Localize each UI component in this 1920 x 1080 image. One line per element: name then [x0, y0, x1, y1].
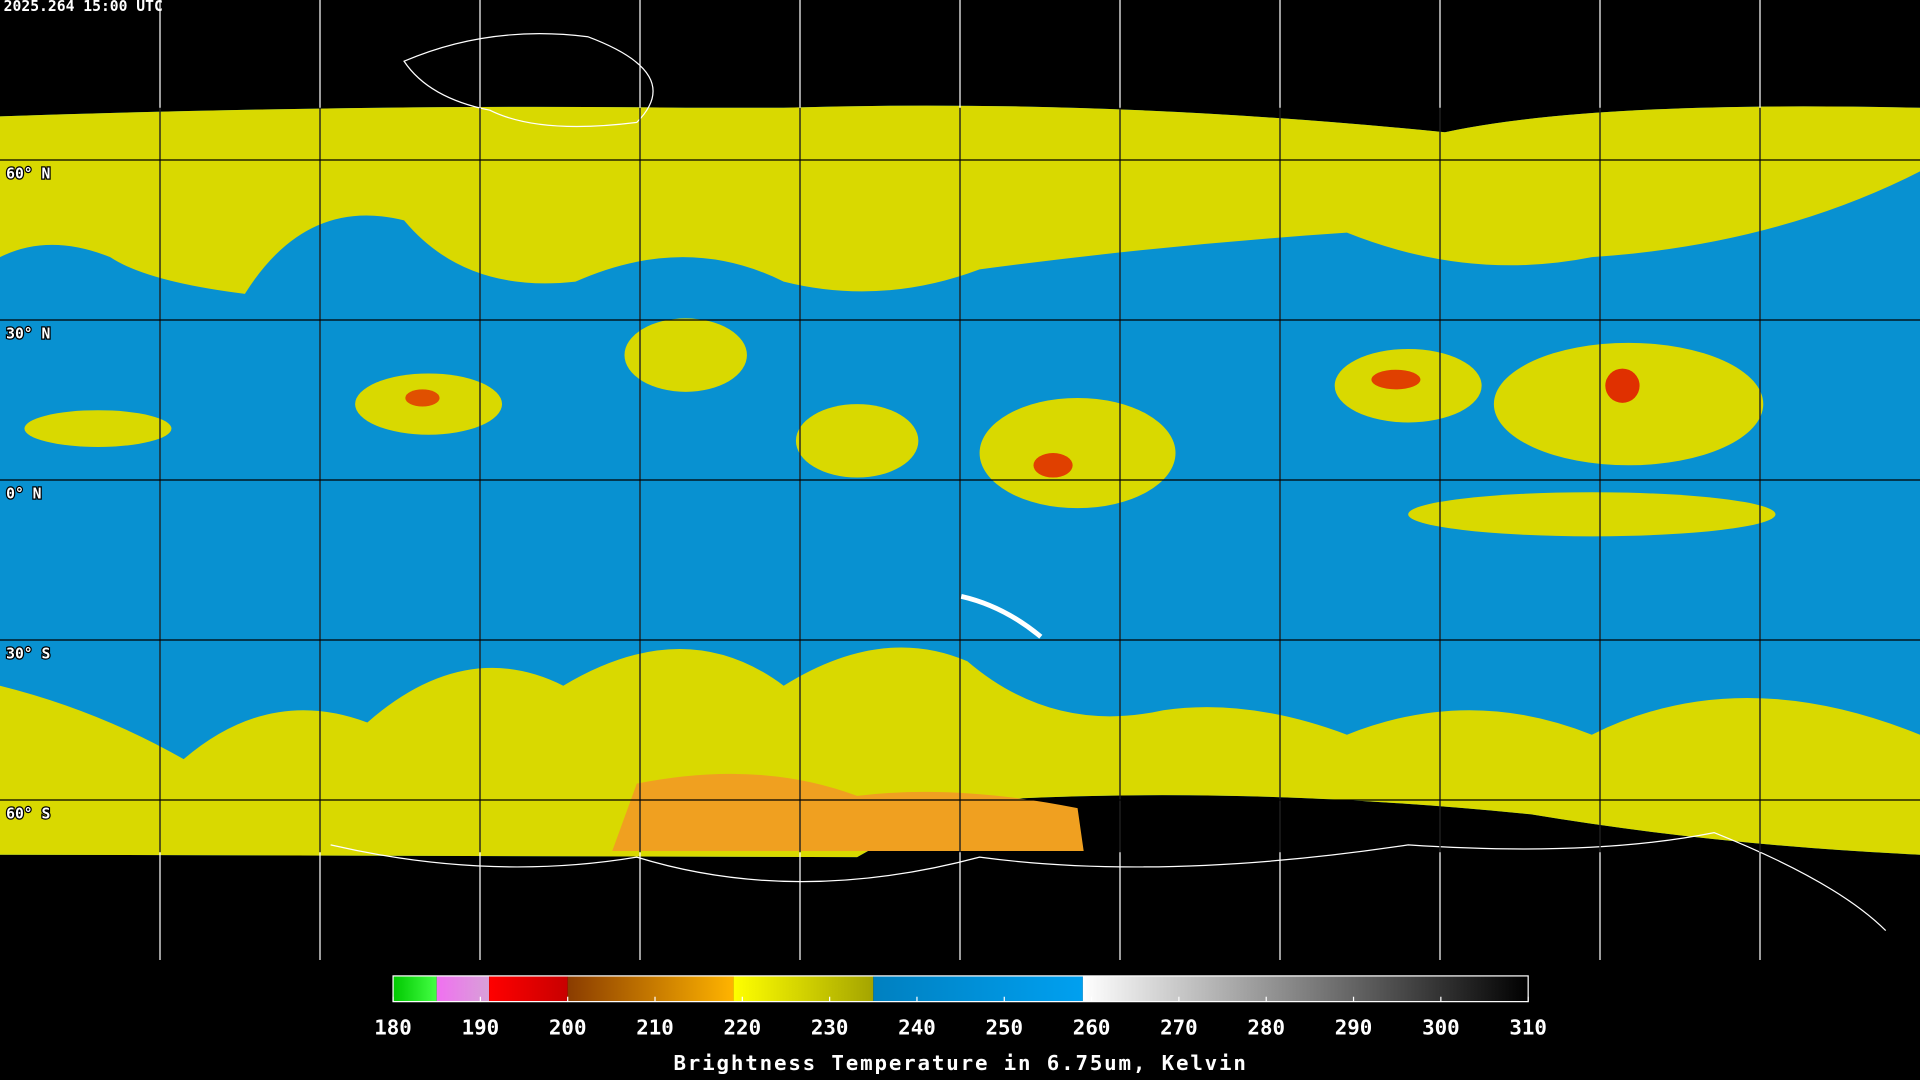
colorbar-frame: [392, 975, 1529, 1003]
colorbar-title: Brightness Temperature in 6.75um, Kelvin: [673, 1051, 1247, 1075]
colorbar: 180 190 200 210 220 230 240 250 260 270 280 290 300 3…: [374, 975, 1547, 1075]
latitude-label: 30° S: [6, 645, 50, 662]
colorbar-tick-label: 270: [1160, 1016, 1198, 1040]
colorbar-segment: [733, 975, 874, 1002]
colorbar-segment: [1082, 975, 1529, 1002]
coastline: [330, 832, 1887, 932]
cloud-core: [1371, 369, 1421, 390]
cloud-cluster: [979, 397, 1176, 509]
graticule: 60° N 30° N 0° N 30° S 60° S: [6, 0, 1761, 960]
dry-slot: [960, 593, 1043, 639]
typhoon: [1605, 368, 1640, 403]
cloud-cluster: [1493, 342, 1764, 466]
colorbar-segment: [873, 975, 1083, 1002]
latitude-label: 60° N: [6, 165, 50, 182]
cloud-core: [405, 389, 440, 407]
colorbar-tick-label: 240: [898, 1016, 936, 1040]
cloud-cluster: [624, 318, 747, 392]
cloud-cluster: [795, 404, 919, 478]
colorbar-tick-label: 260: [1073, 1016, 1111, 1040]
cold-region: [612, 773, 1084, 852]
colorbar-tick-label: 200: [549, 1016, 587, 1040]
colorbar-segment: [489, 975, 568, 1002]
cloud-cluster: [1408, 492, 1776, 537]
colorbar-tick-label: 220: [724, 1016, 762, 1040]
timestamp: 2025.264 15:00 UTC: [4, 0, 163, 15]
latitude-label: 0° N: [6, 485, 41, 502]
colorbar-segment: [393, 975, 437, 1002]
colorbar-tick-label: 280: [1247, 1016, 1285, 1040]
cloud-cluster: [24, 410, 172, 447]
colorbar-segment: [436, 975, 490, 1002]
colorbar-segment: [567, 975, 734, 1002]
colorbar-tick-label: 180: [374, 1016, 412, 1040]
colorbar-tick-label: 300: [1422, 1016, 1460, 1040]
colorbar-tick-label: 190: [462, 1016, 500, 1040]
latitude-label: 60° S: [6, 805, 50, 822]
cloud-core: [1033, 453, 1073, 478]
colorbar-tick-label: 290: [1335, 1016, 1373, 1040]
latitude-label: 30° N: [6, 325, 50, 342]
colorbar-tick-label: 310: [1509, 1016, 1547, 1040]
colorbar-tick-label: 210: [636, 1016, 674, 1040]
colorbar-tick-label: 230: [811, 1016, 849, 1040]
colorbar-tick-label: 250: [985, 1016, 1023, 1040]
